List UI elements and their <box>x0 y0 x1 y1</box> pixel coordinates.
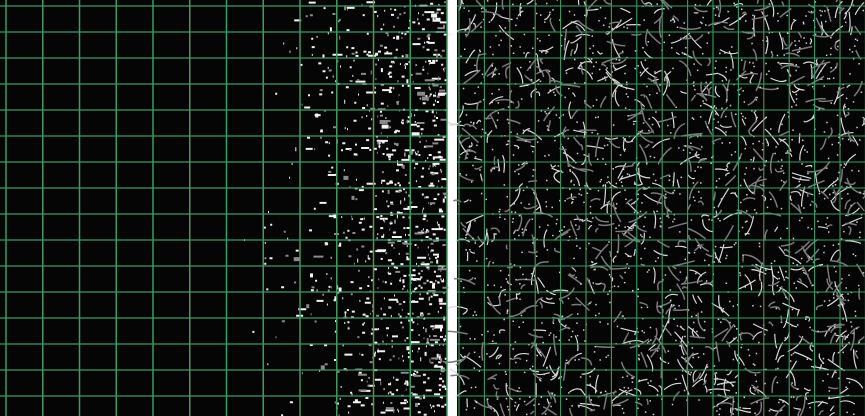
left-panel <box>0 0 447 416</box>
page: (() => { const NS = 'http://www.w3.org/2… <box>0 0 865 416</box>
image <box>0 0 865 416</box>
